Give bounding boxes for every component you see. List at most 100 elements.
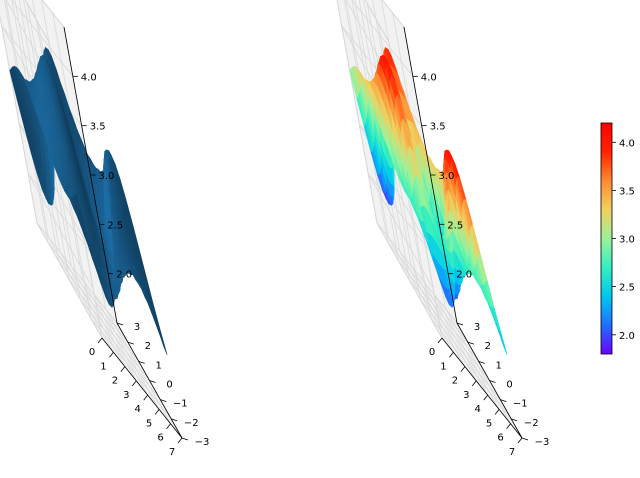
x-tick-mark — [131, 380, 137, 387]
y-tick-label: −1 — [173, 399, 188, 410]
x-tick-mark — [437, 337, 443, 344]
x-tick-mark — [494, 409, 500, 415]
x-tick-mark — [177, 437, 183, 444]
z-tick-label: 2.0 — [456, 270, 472, 281]
z-tick-label: 2.0 — [116, 270, 132, 281]
x-tick-label: 2 — [452, 376, 458, 387]
y-tick-mark — [171, 418, 178, 422]
gridline-y — [376, 222, 458, 324]
colorbar-tick-label: 2.5 — [619, 283, 635, 294]
surface-facet — [158, 329, 168, 355]
x-tick-mark — [483, 394, 489, 401]
x-tick-label: 7 — [169, 447, 175, 458]
x-tick-mark — [460, 366, 466, 372]
x-tick-label: 6 — [497, 433, 503, 444]
y-tick-mark — [138, 360, 145, 364]
y-tick-mark — [467, 341, 474, 345]
gridline-y — [90, 318, 172, 420]
y-tick-mark — [521, 437, 529, 441]
z-tick-label: 2.5 — [107, 220, 123, 231]
gridline-y — [47, 241, 129, 343]
z-tick-label: 3.5 — [430, 122, 446, 133]
colorbar-tick-label: 4.0 — [619, 138, 635, 149]
z-tick-label: 4.0 — [81, 72, 97, 83]
y-tick-label: 2 — [145, 341, 151, 352]
gridline-z — [367, 173, 434, 289]
gridline-y — [398, 261, 480, 362]
gridline-y — [79, 299, 161, 400]
x-tick-label: 0 — [429, 347, 435, 358]
y-tick-mark — [116, 322, 124, 326]
x-tick-label: 1 — [100, 361, 106, 372]
z-tick-label: 2.5 — [447, 220, 463, 231]
y-tick-mark — [478, 360, 485, 364]
x-tick-mark — [166, 423, 171, 429]
x-tick-mark — [506, 423, 511, 429]
z-tick-label: 3.0 — [99, 171, 115, 182]
y-tick-label: 3 — [134, 322, 140, 333]
x-tick-label: 6 — [157, 433, 163, 444]
x-tick-mark — [120, 366, 126, 372]
y-tick-label: 0 — [506, 380, 512, 391]
y-tick-mark — [511, 418, 518, 422]
x-tick-label: 4 — [475, 404, 481, 415]
x-tick-label: 3 — [463, 390, 469, 401]
gridline-y — [409, 280, 490, 381]
x-tick-mark — [143, 394, 149, 401]
y-tick-mark — [127, 341, 134, 345]
x-tick-label: 5 — [486, 418, 492, 429]
y-tick-mark — [181, 437, 189, 441]
gridline-y — [58, 261, 140, 362]
gridline-y — [69, 280, 150, 381]
x-tick-label: 5 — [146, 418, 152, 429]
y-tick-label: 2 — [485, 341, 491, 352]
gridline-y — [387, 241, 469, 343]
y-tick-label: 0 — [166, 380, 172, 391]
gridline-y — [419, 299, 501, 400]
y-tick-mark — [489, 380, 496, 383]
x-tick-mark — [97, 337, 103, 344]
surface-facet — [492, 307, 502, 334]
y-tick-label: 1 — [496, 360, 502, 371]
z-tick-label: 3.0 — [439, 171, 455, 182]
x-tick-label: 2 — [112, 376, 118, 387]
colorbar-tick-label: 3.5 — [619, 186, 635, 197]
x-tick-mark — [517, 437, 523, 444]
x-tick-label: 3 — [123, 390, 129, 401]
surface-facet — [498, 329, 508, 355]
z-tick-label: 4.0 — [421, 72, 437, 83]
y-tick-label: −2 — [184, 418, 199, 429]
x-tick-mark — [471, 380, 477, 387]
y-tick-mark — [149, 380, 156, 383]
y-tick-label: −3 — [195, 437, 210, 448]
y-tick-label: −3 — [535, 437, 550, 448]
gridline-z — [11, 0, 74, 77]
y-tick-mark — [500, 399, 507, 403]
y-tick-label: 3 — [474, 322, 480, 333]
x-tick-mark — [449, 352, 454, 358]
y-tick-label: −1 — [513, 399, 528, 410]
y-tick-mark — [160, 399, 167, 403]
colorbar-tick-label: 3.0 — [619, 235, 635, 246]
surface-facet — [152, 307, 162, 334]
x-tick-label: 0 — [89, 347, 95, 358]
x-tick-mark — [154, 409, 160, 415]
x-axis-line — [101, 337, 183, 439]
y-tick-label: 1 — [156, 360, 162, 371]
x-tick-label: 7 — [509, 447, 515, 458]
gridline-y — [36, 222, 118, 324]
gridline-z — [351, 0, 414, 77]
gridline-y — [430, 318, 512, 420]
y-tick-label: −2 — [524, 418, 539, 429]
colorbar: 2.0 2.5 3.0 3.5 4.0 — [600, 122, 635, 355]
x-tick-label: 4 — [135, 404, 141, 415]
z-tick-label: 3.5 — [90, 122, 106, 133]
colorbar-gradient — [600, 122, 613, 355]
x-tick-label: 1 — [440, 361, 446, 372]
colorbar-tick-label: 2.0 — [619, 331, 635, 342]
x-tick-mark — [109, 352, 114, 358]
y-tick-mark — [456, 322, 464, 326]
